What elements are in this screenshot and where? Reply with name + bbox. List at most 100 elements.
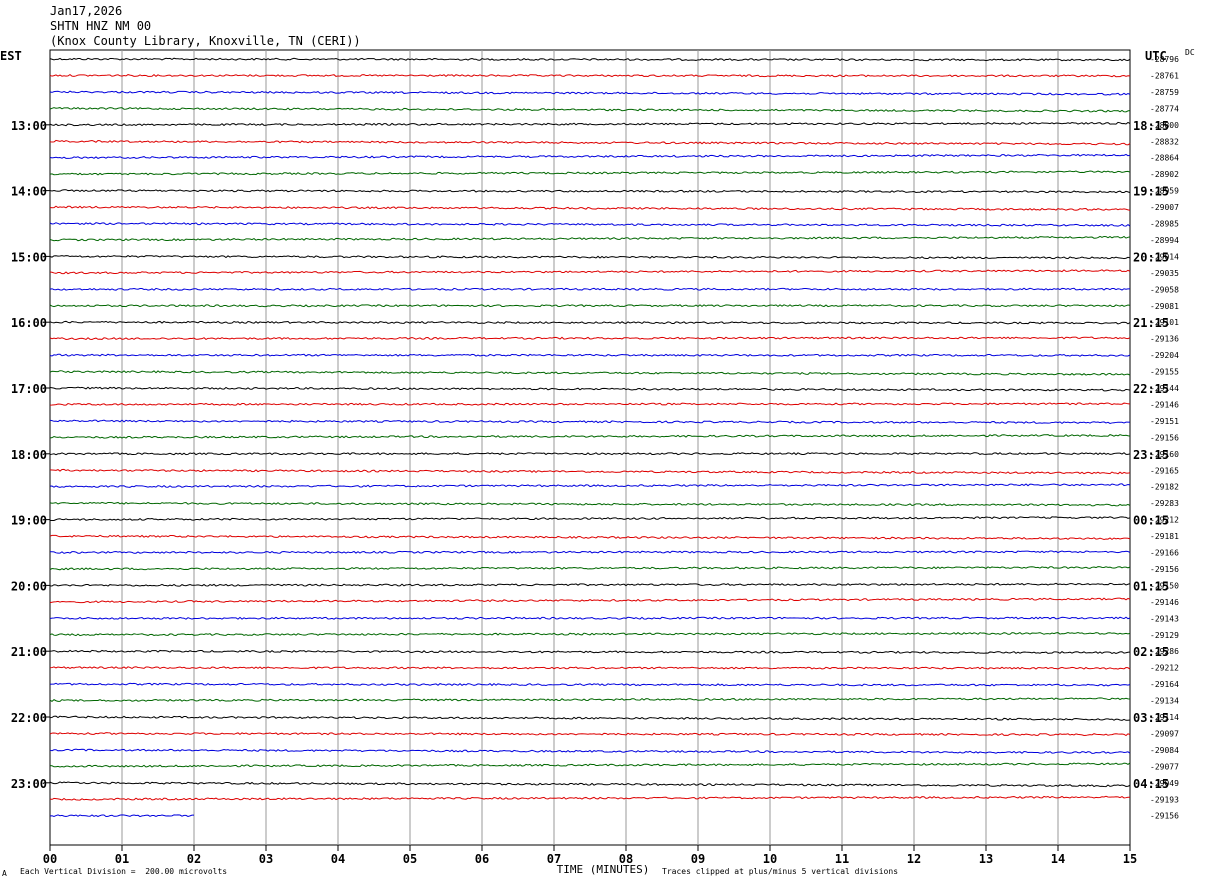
seismic-trace (49, 452, 1131, 456)
dc-offset-label: -29160 (1150, 450, 1179, 459)
dc-offset-label: -28985 (1150, 220, 1179, 229)
dc-offset-label: -29286 (1150, 647, 1179, 656)
dc-offset-label: -28759 (1150, 88, 1179, 97)
est-hour-label: 20:00 (11, 579, 47, 593)
dc-offset-label: -29156 (1150, 565, 1179, 574)
seismic-trace (49, 483, 1131, 488)
seismic-trace (49, 814, 195, 818)
date-label: Jan17,2026 (50, 4, 123, 18)
seismic-trace (49, 139, 1131, 146)
seismic-trace (49, 73, 1131, 78)
seismic-trace (49, 90, 1131, 96)
seismic-trace (49, 534, 1131, 541)
x-tick-label: 14 (1051, 852, 1065, 866)
seismic-trace (49, 304, 1131, 308)
dc-offset-label: -29114 (1150, 713, 1179, 722)
x-tick-label: 01 (115, 852, 129, 866)
seismic-trace (49, 748, 1131, 754)
est-hour-label: 13:00 (11, 119, 47, 133)
dc-offset-label: -29283 (1150, 499, 1179, 508)
seismic-trace (49, 631, 1131, 637)
seismic-trace (49, 402, 1131, 406)
est-hour-label: 21:00 (11, 645, 47, 659)
x-tick-label: 06 (475, 852, 489, 866)
dc-offset-label: -29077 (1150, 762, 1179, 771)
x-tick-label: 08 (619, 852, 633, 866)
utc-hour-label: 22:15 (1133, 382, 1169, 396)
x-tick-label: 04 (331, 852, 345, 866)
seismic-trace (49, 336, 1131, 341)
seismic-trace (49, 649, 1131, 654)
dc-offset-label: -29165 (1150, 466, 1179, 475)
seismic-trace (49, 468, 1131, 475)
dc-offset-label: -29136 (1150, 335, 1179, 344)
station-label: SHTN HNZ NM 00 (50, 19, 152, 33)
dc-offset-label: -29129 (1150, 631, 1179, 640)
dc-offset-label: -29166 (1150, 549, 1179, 558)
dc-offset-label: -29143 (1150, 614, 1179, 623)
seismic-trace (49, 153, 1131, 159)
x-tick-label: 03 (259, 852, 273, 866)
x-axis-label: TIME (MINUTES) (557, 863, 650, 876)
utc-label: UTC (1145, 49, 1167, 63)
dc-offset-label: -29150 (1150, 581, 1179, 590)
seismic-trace (49, 222, 1131, 227)
utc-hour-label: 18:15 (1133, 119, 1169, 133)
dc-offset-label: -29144 (1150, 384, 1179, 393)
seismic-trace (49, 353, 1131, 357)
x-tick-label: 10 (763, 852, 777, 866)
seismic-trace (49, 516, 1131, 521)
est-hour-label: 17:00 (11, 382, 47, 396)
corner-mark: A (2, 869, 7, 878)
est-hour-label: 18:00 (11, 448, 47, 462)
utc-hour-label: 04:15 (1133, 777, 1169, 791)
dc-offset-label: -29151 (1150, 417, 1179, 426)
dc-offset-label: -29193 (1150, 795, 1179, 804)
seismic-trace (49, 205, 1131, 211)
scale-note: Each Vertical Division = 200.00 microvol… (20, 867, 228, 876)
dc-offset-label: -29097 (1150, 729, 1179, 738)
location-label: (Knox County Library, Knoxville, TN (CER… (50, 34, 361, 48)
seismic-trace (49, 616, 1131, 620)
seismic-trace (49, 597, 1131, 604)
seismic-trace (49, 287, 1131, 291)
dc-offset-label: -28902 (1150, 170, 1179, 179)
dc-offset-label: -28832 (1150, 137, 1179, 146)
est-hour-label: 14:00 (11, 185, 47, 199)
dc-offset-label: -28774 (1150, 104, 1179, 113)
dc-offset-label: -29164 (1150, 680, 1179, 689)
x-tick-label: 13 (979, 852, 993, 866)
seismic-trace (49, 795, 1131, 801)
seismic-trace (49, 170, 1131, 176)
x-tick-label: 05 (403, 852, 417, 866)
dc-offset-label: -29014 (1150, 252, 1179, 261)
dc-offset-label: -29182 (1150, 483, 1179, 492)
utc-hour-label: 01:15 (1133, 579, 1169, 593)
seismic-trace (49, 566, 1131, 571)
est-hour-label: 23:00 (11, 777, 47, 791)
dc-offset-label: -28761 (1150, 71, 1179, 80)
dc-offset-label: -29049 (1150, 779, 1179, 788)
clip-note: Traces clipped at plus/minus 5 vertical … (662, 867, 899, 876)
x-tick-label: 09 (691, 852, 705, 866)
seismic-trace (49, 235, 1131, 242)
seismic-trace (49, 781, 1131, 788)
est-hour-label: 22:00 (11, 711, 47, 725)
dc-offset-label: -29204 (1150, 351, 1179, 360)
x-tick-label: 00 (43, 852, 57, 866)
est-hour-label: 16:00 (11, 316, 47, 330)
utc-hour-label: 20:15 (1133, 250, 1169, 264)
dc-offset-label: -28796 (1150, 55, 1179, 64)
utc-hour-label: 00:15 (1133, 514, 1169, 528)
seismic-trace (49, 697, 1131, 702)
seismic-trace (49, 255, 1131, 260)
dc-offset-label: -29212 (1150, 516, 1179, 525)
seismic-trace (49, 501, 1131, 507)
seismic-trace (49, 269, 1131, 275)
seismic-trace (49, 762, 1131, 768)
dc-offset-label: -29212 (1150, 664, 1179, 673)
seismic-trace (49, 732, 1131, 737)
dc-offset-label: -28800 (1150, 121, 1179, 130)
grid (44, 49, 1131, 851)
seismic-trace (49, 434, 1131, 439)
